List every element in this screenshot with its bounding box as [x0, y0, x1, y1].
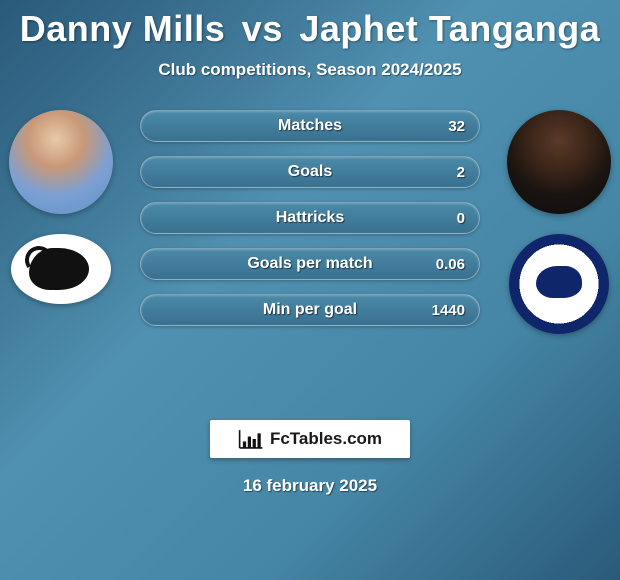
- comparison-title: Danny Mills vs Japhet Tanganga: [0, 0, 620, 50]
- stat-label: Min per goal: [141, 295, 479, 325]
- stat-bar-min-per-goal: Min per goal 1440: [140, 294, 480, 326]
- vs-label: vs: [242, 8, 283, 49]
- player1-name: Danny Mills: [20, 8, 226, 49]
- stat-label: Matches: [141, 111, 479, 141]
- chart-icon: [238, 428, 264, 450]
- stat-bar-hattricks: Hattricks 0: [140, 202, 480, 234]
- subtitle: Club competitions, Season 2024/2025: [0, 60, 620, 80]
- player2-column: [504, 110, 614, 334]
- player2-name: Japhet Tanganga: [299, 8, 600, 49]
- snapshot-date: 16 february 2025: [0, 476, 620, 496]
- stat-right-value: 0: [457, 203, 465, 233]
- player2-avatar: [507, 110, 611, 214]
- stat-right-value: 1440: [432, 295, 465, 325]
- stat-label: Goals per match: [141, 249, 479, 279]
- stat-label: Hattricks: [141, 203, 479, 233]
- player1-avatar: [9, 110, 113, 214]
- stat-right-value: 0.06: [436, 249, 465, 279]
- player1-column: [6, 110, 116, 304]
- attribution-text: FcTables.com: [270, 429, 382, 449]
- stats-bars: Matches 32 Goals 2 Hattricks 0 Goals per…: [140, 110, 480, 326]
- stat-right-value: 2: [457, 157, 465, 187]
- stat-bar-matches: Matches 32: [140, 110, 480, 142]
- attribution-badge[interactable]: FcTables.com: [210, 420, 410, 458]
- content-area: Matches 32 Goals 2 Hattricks 0 Goals per…: [0, 110, 620, 410]
- stat-bar-goals: Goals 2: [140, 156, 480, 188]
- stat-right-value: 32: [448, 111, 465, 141]
- player1-club-logo: [11, 234, 111, 304]
- stat-bar-goals-per-match: Goals per match 0.06: [140, 248, 480, 280]
- stat-label: Goals: [141, 157, 479, 187]
- player2-club-logo: [509, 234, 609, 334]
